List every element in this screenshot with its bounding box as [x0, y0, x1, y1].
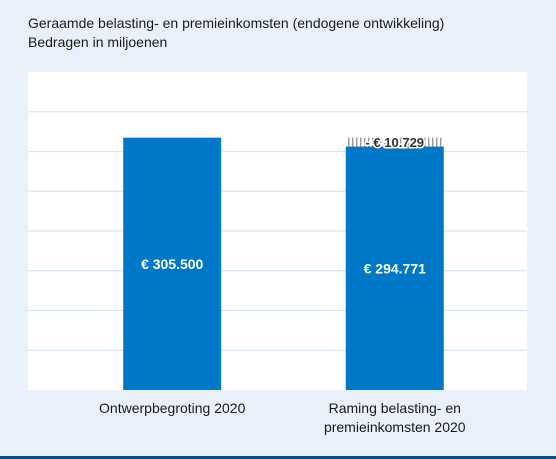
- category-label: Ontwerpbegroting 2020: [99, 400, 246, 416]
- chart-header: Geraamde belasting- en premieinkomsten (…: [28, 14, 444, 52]
- gridlines: [28, 111, 527, 351]
- difference-segment: [345, 137, 444, 147]
- chart-marks: € 305.500 Ontwerpbegroting 2020 € 294.771 R…: [99, 134, 466, 435]
- difference-label: - € 10.729: [365, 135, 424, 150]
- bar: [123, 137, 222, 390]
- chart-title: Geraamde belasting- en premieinkomsten (…: [28, 15, 445, 31]
- category-label: Raming belasting- en: [329, 400, 461, 416]
- category-label: premieinkomsten 2020: [324, 419, 466, 435]
- bottom-rule: [0, 456, 556, 459]
- bar-value-label: € 294.771: [364, 260, 426, 276]
- chart-subtitle: Bedragen in miljoenen: [28, 34, 168, 50]
- bar: [345, 146, 444, 390]
- bar-value-label: € 305.500: [141, 256, 203, 272]
